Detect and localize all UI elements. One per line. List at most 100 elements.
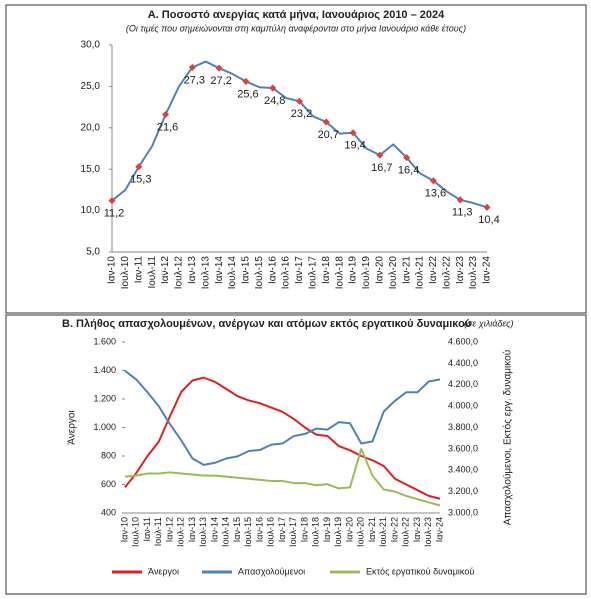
point-marker — [162, 111, 170, 119]
y2-tick-label: 4.000,0 — [448, 401, 478, 411]
line-series — [111, 60, 488, 209]
x-tick-label: Ιουλ-12 — [174, 256, 185, 290]
x-tick-label: Ιουλ-19 — [361, 256, 372, 290]
x-tick-label: Ιαν-14 — [214, 256, 225, 284]
x-tick-label: Ιαν-21 — [401, 256, 412, 284]
x-tick-label: Ιουλ-18 — [334, 256, 345, 290]
data-label: 27,2 — [210, 75, 231, 87]
panel-a — [5, 4, 587, 314]
x-tick-label: Ιαν-16 — [267, 256, 278, 284]
chart-title: Β. Πλήθος απασχολουμένων, ανέργων και ατ… — [62, 318, 471, 330]
y2-axis-label: Απασχολούμενοι, Εκτός εργ. δυναμικού — [502, 350, 514, 525]
y-tick-label: 800 — [101, 450, 116, 460]
y-axis-label: Άνεργοι — [67, 410, 78, 444]
data-label: 25,6 — [237, 88, 258, 100]
x-tick-label: Ιαν-22 — [389, 517, 399, 542]
x-tick-label: Ιουλ-17 — [288, 517, 298, 547]
data-label: 16,4 — [398, 165, 419, 177]
x-tick-label: Ιαν-15 — [241, 256, 252, 284]
x-tick-label: Ιαν-22 — [428, 256, 439, 284]
point-marker — [269, 84, 277, 92]
x-tick-label: Ιουλ-21 — [378, 517, 388, 547]
point-marker — [108, 197, 116, 205]
y2-tick-label: 3.400,0 — [448, 465, 478, 475]
chart-subtitle: (Οι τιμές που σημειώνονται στη καμπύλη α… — [126, 23, 466, 33]
line-series — [124, 370, 441, 466]
x-tick-label: Ιουλ-11 — [153, 517, 163, 546]
point-marker — [429, 177, 437, 185]
y-tick-label: 1.600 — [93, 336, 116, 346]
x-tick-label: Ιαν-20 — [374, 256, 385, 284]
point-marker — [483, 203, 491, 211]
data-label: 23,2 — [291, 108, 312, 120]
x-tick-label: Ιαν-10 — [107, 256, 118, 284]
line-series — [124, 376, 441, 500]
y-tick-label: 1.200 — [93, 393, 116, 403]
y2-tick-label: 3.200,0 — [448, 486, 478, 496]
point-marker — [322, 118, 330, 126]
x-tick-label: Ιουλ-19 — [333, 517, 343, 547]
x-tick-label: Ιαν-23 — [412, 517, 422, 542]
x-tick-label: Ιαν-21 — [367, 517, 377, 542]
x-tick-label: Ιουλ-10 — [120, 256, 131, 290]
y-tick-label: 25,0 — [81, 81, 101, 92]
data-label: 16,7 — [371, 162, 392, 174]
data-label: 20,7 — [318, 129, 339, 141]
y-tick-label: 1.000 — [93, 422, 116, 432]
y2-tick-label: 4.400,0 — [448, 358, 478, 368]
x-tick-label: Ιαν-18 — [299, 517, 309, 542]
chart-subtitle: (σε χιλιάδες) — [464, 318, 513, 328]
x-tick-label: Ιαν-13 — [187, 256, 198, 284]
x-tick-label: Ιαν-11 — [142, 517, 152, 542]
x-tick-label: Ιαν-12 — [160, 256, 171, 284]
y-tick-label: 1.400 — [93, 365, 116, 375]
x-tick-label: Ιουλ-22 — [401, 517, 411, 547]
x-tick-label: Ιουλ-14 — [221, 517, 231, 547]
x-tick-label: Ιαν-11 — [133, 256, 144, 284]
x-tick-label: Ιουλ-16 — [266, 517, 276, 547]
point-marker — [295, 97, 304, 105]
x-tick-label: Ιουλ-23 — [468, 256, 479, 290]
x-tick-label: Ιαν-19 — [348, 256, 359, 284]
x-tick-label: Ιουλ-14 — [227, 256, 238, 290]
legend-label: Άνεργοι — [148, 566, 179, 576]
panel-b — [5, 314, 587, 595]
point-marker — [215, 64, 223, 72]
legend-label: Απασχολούμενοι — [238, 566, 305, 576]
y2-tick-label: 3.000,0 — [448, 507, 478, 517]
point-marker — [349, 129, 357, 137]
y-tick-label: 5,0 — [86, 247, 100, 258]
y-tick-label: 30,0 — [81, 40, 101, 51]
data-label: 27,3 — [184, 74, 205, 86]
x-tick-label: Ιουλ-16 — [281, 256, 292, 290]
x-tick-label: Ιουλ-23 — [423, 517, 433, 547]
point-marker — [242, 77, 250, 85]
x-tick-label: Ιαν-17 — [277, 517, 287, 542]
x-tick-label: Ιουλ-20 — [388, 256, 399, 290]
x-tick-label: Ιουλ-12 — [176, 517, 186, 547]
x-tick-label: Ιαν-17 — [294, 256, 305, 284]
x-tick-label: Ιαν-18 — [321, 256, 332, 284]
x-tick-label: Ιουλ-15 — [254, 256, 265, 290]
x-tick-label: Ιουλ-21 — [415, 256, 426, 290]
x-tick-label: Ιουλ-15 — [243, 517, 253, 547]
chart-title: Α. Ποσοστό ανεργίας κατά μήνα, Ιανουάριο… — [148, 9, 445, 21]
data-label: 13,6 — [425, 188, 446, 200]
data-label: 24,8 — [264, 95, 285, 107]
x-tick-label: Ιαν-20 — [344, 517, 354, 542]
x-tick-label: Ιουλ-22 — [441, 256, 452, 290]
point-marker — [188, 63, 196, 71]
y-tick-label: 20,0 — [81, 122, 101, 133]
data-label: 21,6 — [157, 121, 178, 133]
data-label: 11,3 — [452, 207, 473, 219]
x-tick-label: Ιουλ-17 — [308, 256, 319, 290]
line-series — [124, 447, 441, 507]
x-tick-label: Ιαν-24 — [482, 256, 493, 284]
x-tick-label: Ιουλ-10 — [131, 517, 141, 547]
x-tick-label: Ιουλ-18 — [311, 517, 321, 547]
y2-tick-label: 4.600,0 — [448, 336, 478, 346]
point-marker — [135, 163, 143, 171]
point-marker — [376, 151, 384, 159]
y-tick-label: 15,0 — [81, 164, 101, 175]
